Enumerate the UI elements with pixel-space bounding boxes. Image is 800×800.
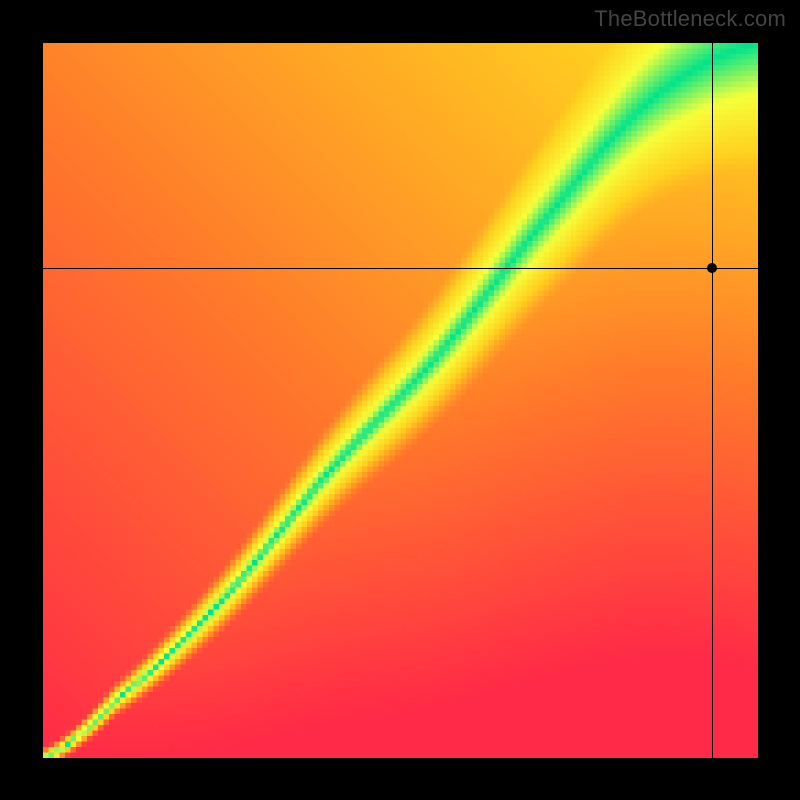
crosshair-marker-dot [707,263,717,273]
watermark-text: TheBottleneck.com [594,6,786,32]
bottleneck-heatmap [43,43,758,758]
crosshair-vertical [712,43,713,758]
chart-frame: TheBottleneck.com [0,0,800,800]
crosshair-horizontal [43,268,758,269]
